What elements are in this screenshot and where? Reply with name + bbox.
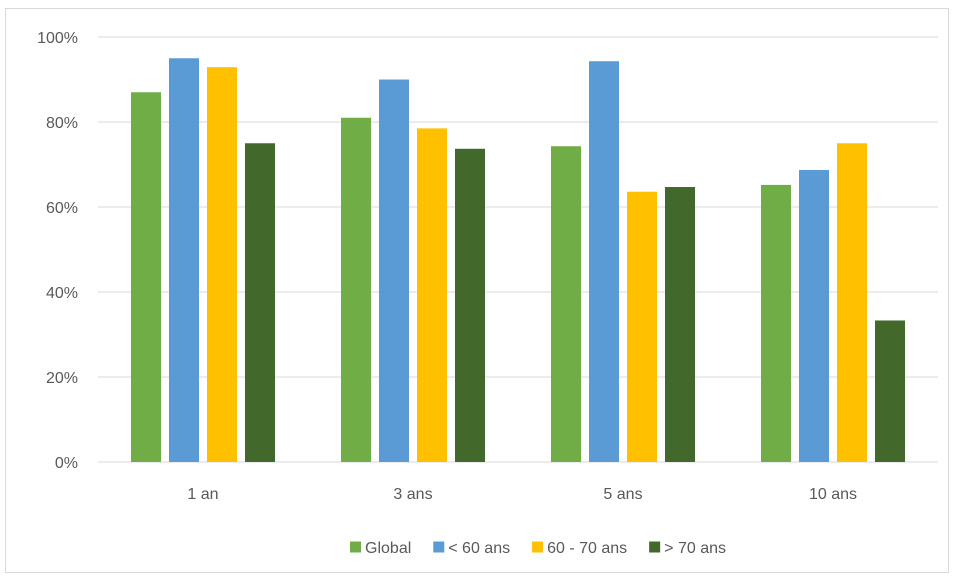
y-tick-label: 40% [46, 285, 78, 302]
y-tick-label: 60% [46, 200, 78, 217]
legend-swatch [350, 541, 362, 553]
bar [837, 143, 867, 462]
bar [245, 143, 275, 462]
bar [761, 184, 791, 462]
bar [379, 79, 409, 462]
x-tick-label: 5 ans [603, 486, 642, 503]
bar [665, 187, 695, 462]
y-tick-label: 20% [46, 370, 78, 387]
bar [169, 58, 199, 462]
bar [455, 148, 485, 462]
bar [875, 320, 905, 462]
y-tick-label: 0% [55, 455, 78, 472]
legend-swatch [532, 541, 544, 553]
bars [131, 58, 905, 463]
bar [799, 170, 829, 462]
legend-label: > 70 ans [664, 540, 726, 557]
legend-swatch [433, 541, 445, 553]
gridlines [98, 36, 938, 463]
legend-swatch [649, 541, 661, 553]
bar [551, 146, 581, 462]
x-tick-label: 1 an [187, 486, 218, 503]
x-tick-label: 10 ans [809, 486, 857, 503]
bar [589, 61, 619, 462]
legend-label: < 60 ans [448, 540, 510, 557]
y-tick-label: 100% [37, 30, 78, 47]
legend-label: Global [365, 540, 411, 557]
bar [417, 128, 447, 462]
bar [207, 67, 237, 463]
x-tick-label: 3 ans [393, 486, 432, 503]
bar [131, 92, 161, 462]
legend: Global < 60 ans 60 - 70 ans > 70 ans [350, 540, 726, 557]
y-axis-ticks: 0% 20% 40% 60% 80% 100% [37, 30, 78, 472]
legend-label: 60 - 70 ans [547, 540, 627, 557]
y-tick-label: 80% [46, 115, 78, 132]
bar [627, 191, 657, 462]
x-axis-ticks: 1 an 3 ans 5 ans 10 ans [187, 486, 857, 503]
bar [341, 117, 371, 462]
